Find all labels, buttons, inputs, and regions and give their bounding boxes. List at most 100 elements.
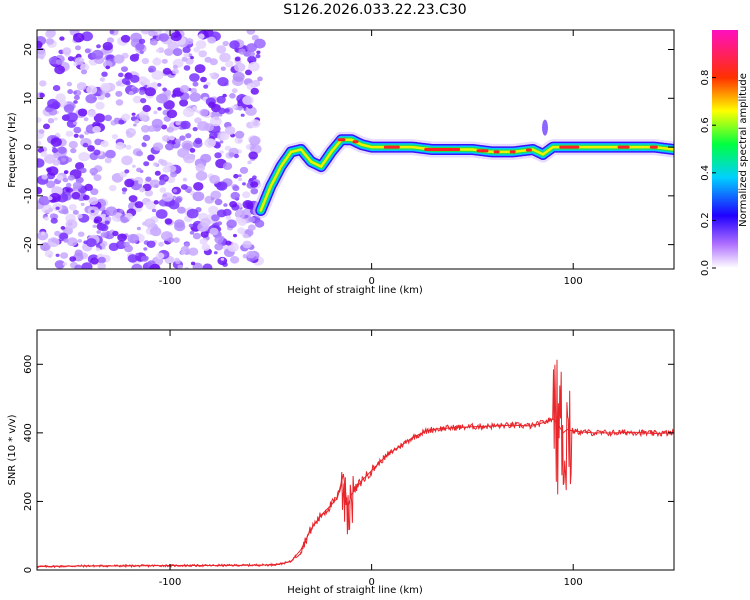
noise-blob [37, 186, 43, 195]
noise-blob [229, 40, 240, 50]
noise-blob [189, 230, 195, 235]
noise-blob [239, 166, 249, 174]
noise-blob [41, 174, 48, 180]
noise-blob [175, 120, 182, 126]
noise-blob [197, 121, 210, 131]
noise-blob [125, 144, 132, 150]
noise-blob [177, 206, 186, 214]
noise-blob [55, 253, 60, 257]
x-tick-label: 100 [564, 577, 583, 588]
noise-blob [115, 90, 123, 97]
noise-blob [182, 107, 195, 118]
noise-blob [87, 145, 95, 152]
noise-blob [60, 252, 69, 259]
noise-blob [59, 232, 69, 241]
ridge-peak [337, 138, 346, 142]
noise-blob [95, 101, 105, 110]
noise-blob [68, 140, 78, 149]
noise-blob [99, 77, 106, 82]
noise-blob [37, 117, 42, 123]
noise-blob [86, 85, 98, 95]
noise-blob [55, 132, 61, 137]
noise-blob [136, 167, 142, 173]
noise-blob [158, 33, 169, 42]
noise-blob [250, 119, 261, 128]
noise-blob [90, 209, 95, 213]
colorbar-tick-label: 0.6 [700, 117, 711, 133]
noise-blob [106, 37, 115, 44]
colorbar: 0.0 0.2 0.4 0.6 0.8 Normalized spectral ampl… [700, 30, 749, 276]
noise-blob [38, 195, 51, 206]
noise-blob [71, 191, 81, 200]
spectrogram-x-label: Height of straight line (km) [287, 285, 423, 296]
noise-blob [144, 87, 156, 97]
noise-blob [147, 154, 155, 161]
noise-blob [73, 91, 77, 95]
noise-blob [160, 159, 168, 166]
noise-blob [164, 218, 173, 225]
noise-blob [219, 140, 224, 144]
noise-blob [62, 177, 69, 183]
noise-blob [48, 207, 54, 213]
snr-x-ticks: -100 0 100 [159, 330, 583, 588]
noise-blob [170, 171, 177, 178]
spectrogram-y-ticks: -20 -10 0 10 20 [23, 43, 674, 253]
noise-blob [46, 180, 56, 189]
y-tick-label: 20 [23, 43, 34, 56]
noise-blob [186, 208, 199, 219]
noise-blob [151, 70, 164, 80]
noise-blob [117, 233, 127, 242]
noise-blob [77, 213, 83, 219]
noise-blob [166, 109, 178, 119]
noise-blob [173, 237, 180, 243]
noise-blob [202, 263, 213, 269]
noise-blob [109, 30, 115, 35]
noise-blob [200, 76, 207, 83]
noise-blob [234, 136, 244, 144]
noise-blob [224, 145, 232, 151]
noise-blob [73, 133, 79, 138]
ridge-peak [525, 148, 532, 152]
x-tick-label: 0 [368, 276, 374, 287]
noise-blob [213, 251, 218, 255]
ridge-peak [493, 150, 500, 154]
noise-blob [147, 125, 156, 132]
colorbar-gradient [712, 30, 738, 268]
noise-blob [87, 110, 97, 118]
noise-blob [190, 87, 198, 94]
noise-blob [91, 172, 96, 176]
noise-blob [131, 87, 140, 94]
noise-blob [104, 157, 112, 164]
noise-blob [216, 45, 227, 54]
noise-blob [79, 134, 85, 139]
noise-blob [156, 83, 162, 87]
noise-blob [129, 74, 140, 83]
noise-blob [250, 181, 259, 188]
noise-blob [69, 256, 77, 262]
noise-blob [50, 137, 62, 147]
noise-blob [100, 140, 109, 148]
noise-blob [119, 209, 124, 213]
noise-blob [54, 65, 65, 75]
spectrogram-x-ticks: -100 0 100 [159, 30, 583, 287]
noise-blob [211, 214, 220, 222]
noise-blob [144, 189, 153, 197]
noise-blob [166, 176, 176, 184]
noise-blob [244, 214, 249, 219]
ridge-peak [649, 145, 658, 149]
noise-blob [131, 112, 136, 116]
noise-blob [47, 196, 53, 201]
noise-blob [192, 232, 201, 240]
noise-blob [220, 132, 230, 141]
noise-blob [153, 162, 159, 167]
noise-blob [100, 232, 108, 238]
noise-blob [104, 114, 112, 122]
noise-blob [74, 264, 83, 269]
x-tick-label: 0 [368, 577, 374, 588]
noise-blob [90, 188, 99, 196]
noise-blob [62, 209, 69, 215]
noise-blob [228, 152, 235, 158]
noise-blob [161, 124, 168, 130]
spectrogram-noise [37, 30, 266, 269]
noise-blob [165, 143, 174, 151]
